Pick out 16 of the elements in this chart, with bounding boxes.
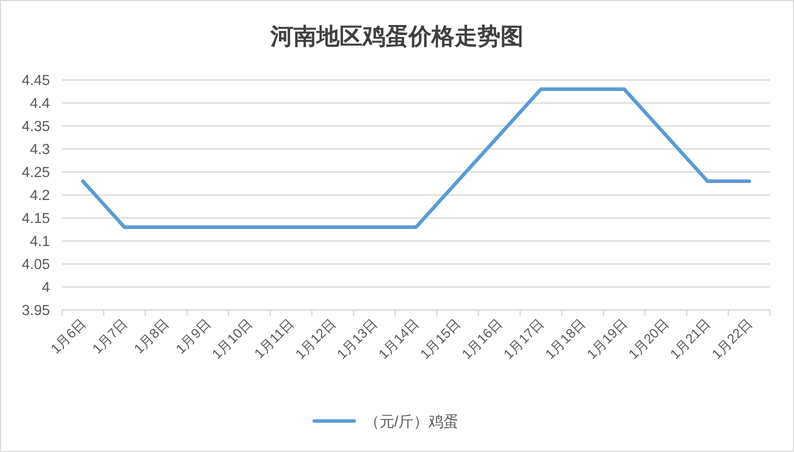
- ytick-label: 4.3: [30, 142, 50, 158]
- ytick-label: 4.45: [22, 73, 50, 89]
- ytick-label: 4.05: [22, 257, 50, 273]
- ytick-label: 4.4: [30, 96, 50, 112]
- ytick-label: 4: [42, 280, 50, 296]
- legend-label: （元/斤）鸡蛋: [364, 414, 458, 430]
- ytick-label: 3.95: [22, 303, 50, 319]
- ytick-label: 4.15: [22, 211, 50, 227]
- ytick-label: 4.1: [30, 234, 50, 250]
- ytick-label: 4.2: [30, 188, 50, 204]
- xtick-label: 1月8日: [131, 316, 172, 357]
- ytick-label: 4.35: [22, 119, 50, 135]
- ytick-label: 4.25: [22, 165, 50, 181]
- xtick-label: 1月7日: [90, 316, 131, 357]
- xtick-label: 1月6日: [48, 316, 89, 357]
- title: 河南地区鸡蛋价格走势图: [270, 24, 524, 49]
